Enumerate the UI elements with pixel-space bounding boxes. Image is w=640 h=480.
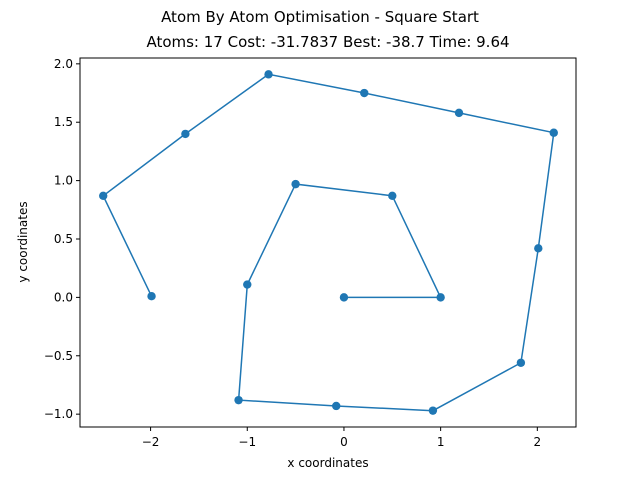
x-tick-label: 1 (437, 435, 445, 449)
x-tick-label: 0 (340, 435, 348, 449)
data-point (234, 395, 243, 405)
x-tick-label: −1 (238, 435, 256, 449)
plot-area-frame (79, 57, 577, 428)
data-point (99, 191, 108, 200)
data-point (147, 292, 156, 301)
x-tick-label: −2 (142, 435, 160, 449)
data-point (181, 129, 190, 139)
y-tick-label: 1.5 (54, 115, 73, 129)
y-tick-label: 1.0 (54, 174, 73, 188)
y-axis-label: y coordinates (16, 201, 30, 282)
chart-title: Atom By Atom Optimisation - Square Start (161, 8, 479, 26)
data-point (388, 191, 397, 200)
data-point (516, 358, 526, 367)
data-point (360, 88, 369, 98)
data-point (332, 401, 341, 411)
chart-subtitle: Atoms: 17 Cost: -31.7837 Best: -38.7 Tim… (146, 33, 509, 51)
series-line (102, 73, 555, 412)
x-axis: −2 −1 0 1 2 (142, 427, 541, 449)
series-layer (99, 70, 558, 415)
y-tick-label: 0.5 (54, 232, 73, 246)
x-tick-label: 2 (534, 435, 542, 449)
y-axis: −1.0 −0.5 0.0 0.5 1.0 1.5 2.0 (44, 57, 80, 421)
data-point (291, 179, 300, 189)
data-point (549, 128, 558, 137)
y-tick-label: −1.0 (44, 407, 73, 421)
data-point (264, 70, 273, 79)
data-point (534, 244, 543, 253)
x-axis-label: x coordinates (287, 456, 368, 470)
data-point (436, 293, 445, 302)
y-tick-label: 0.0 (54, 290, 73, 304)
y-tick-label: 2.0 (54, 57, 73, 71)
data-point (339, 293, 349, 302)
y-tick-label: −0.5 (44, 349, 73, 363)
data-point (454, 108, 464, 118)
data-point (428, 406, 438, 415)
data-point (243, 280, 252, 289)
